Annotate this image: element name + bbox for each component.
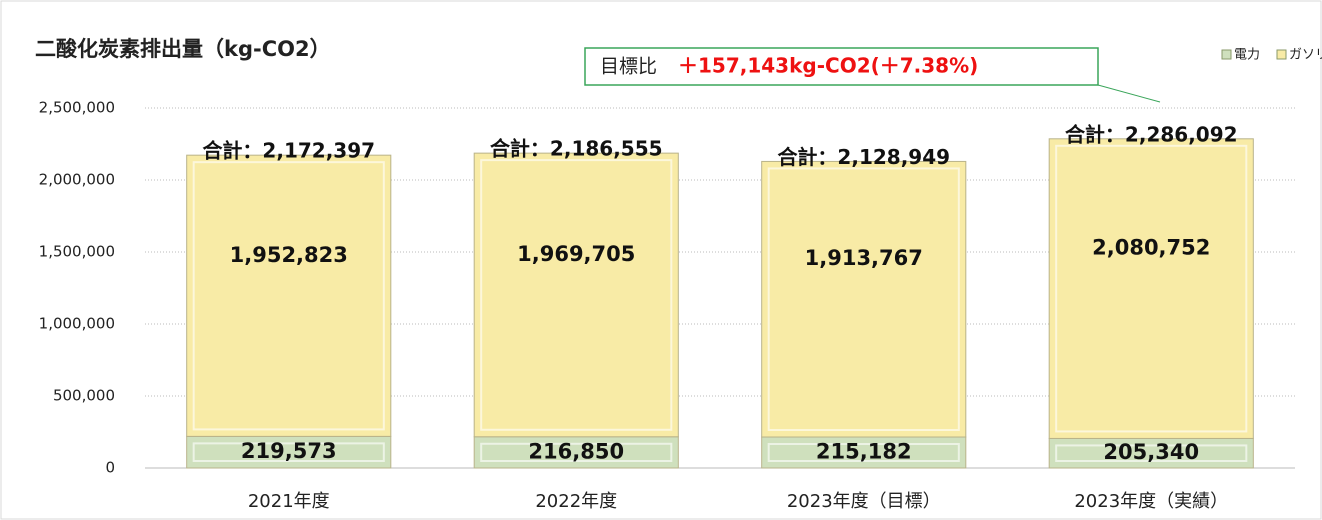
total-label: 合計：2,128,949 xyxy=(777,145,950,169)
annotation-box xyxy=(584,47,1099,86)
bar-segment xyxy=(1048,138,1254,439)
bar-segment xyxy=(186,154,392,437)
bar-segment xyxy=(186,435,392,469)
chart-title: 二酸化炭素排出量（kg-CO2） xyxy=(35,37,331,61)
value-label: 1,913,767 xyxy=(805,246,923,270)
value-label: 216,850 xyxy=(528,439,624,463)
value-label: 1,952,823 xyxy=(230,243,348,267)
bar-segment xyxy=(1048,437,1254,469)
y-tick-label: 0 xyxy=(105,459,115,477)
bar-bevel xyxy=(480,442,673,462)
total-label: 合計：2,172,397 xyxy=(202,139,375,163)
legend-swatch xyxy=(1276,49,1287,60)
x-tick-label: 2022年度 xyxy=(535,491,617,512)
value-label: 215,182 xyxy=(816,440,912,464)
x-tick-label: 2021年度 xyxy=(248,491,330,512)
value-label: 219,573 xyxy=(241,439,337,463)
value-label: 1,969,705 xyxy=(517,242,635,266)
bar-bevel xyxy=(767,167,960,432)
legend-swatch xyxy=(1221,49,1232,60)
value-label: 2,080,752 xyxy=(1092,236,1210,260)
annotation-prefix: 目標比 xyxy=(600,56,657,78)
bar-bevel xyxy=(192,442,385,463)
x-tick-label: 2023年度（実績） xyxy=(1074,491,1228,512)
total-label: 合計：2,186,555 xyxy=(490,137,663,161)
bar-bevel xyxy=(480,159,673,431)
value-label: 205,340 xyxy=(1103,440,1199,464)
bar-segment xyxy=(473,152,679,438)
legend-label: 電力 xyxy=(1234,48,1260,63)
annotation-pointer xyxy=(1097,84,1161,103)
y-tick-label: 500,000 xyxy=(53,387,115,405)
bar-bevel xyxy=(767,443,960,463)
y-tick-label: 1,000,000 xyxy=(39,315,115,333)
bar-bevel xyxy=(1055,144,1248,433)
annotation-text: ＋157,143kg-CO2(＋7.38%) xyxy=(678,54,978,78)
y-tick-label: 2,500,000 xyxy=(39,99,115,117)
x-tick-label: 2023年度（目標） xyxy=(787,491,941,512)
y-tick-label: 2,000,000 xyxy=(39,171,115,189)
bar-segment xyxy=(761,160,967,438)
legend-label: ガソリン xyxy=(1289,48,1322,63)
total-label: 合計：2,286,092 xyxy=(1065,122,1238,146)
bar-bevel xyxy=(1055,444,1248,462)
y-tick-label: 1,500,000 xyxy=(39,243,115,261)
bar-bevel xyxy=(192,161,385,431)
bar-segment xyxy=(761,436,967,469)
